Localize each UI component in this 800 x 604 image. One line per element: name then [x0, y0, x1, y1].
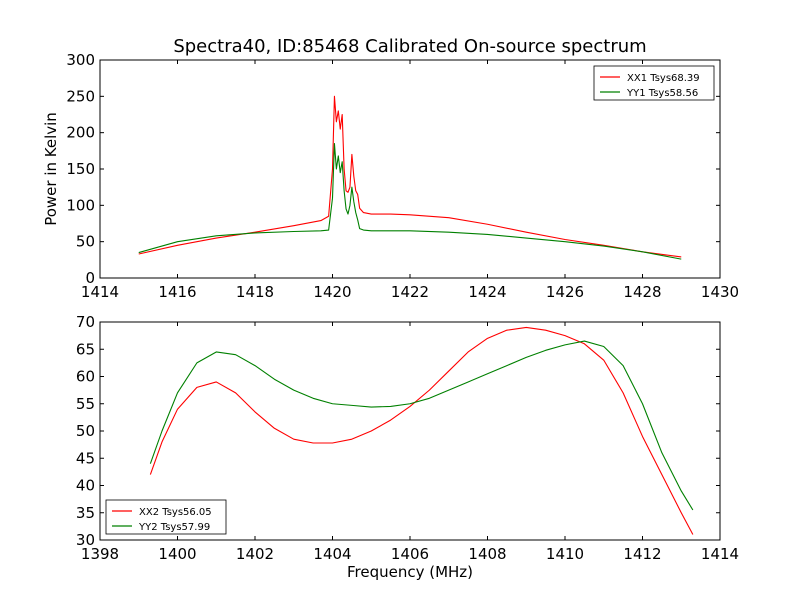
legend-2: XX2 Tsys56.05 YY2 Tsys57.99	[105, 499, 227, 535]
y-tick-label: 40	[76, 477, 95, 495]
x-tick-label: 1398	[81, 545, 119, 563]
x-tick-label: 1428	[623, 283, 661, 301]
x-tick-label: 1410	[546, 545, 584, 563]
y-tick-label: 35	[76, 504, 95, 522]
legend-1: XX1 Tsys68.39 YY1 Tsys58.56	[593, 65, 715, 101]
y-tick-label: 50	[76, 422, 95, 440]
y-tick-label: 300	[66, 51, 95, 69]
legend-box	[105, 499, 227, 535]
legend-entry-label: YY1 Tsys58.56	[626, 88, 698, 99]
series-line-1-2	[138, 143, 682, 260]
x-tick-label: 1418	[236, 283, 274, 301]
x-tick-label: 1420	[313, 283, 351, 301]
subplot-1: 1414 1416 1418 1420 1422 1424 1426 1428 1430 0 50 1…	[42, 36, 739, 301]
x-tick-label: 1422	[391, 283, 429, 301]
x-tick-label: 1430	[701, 283, 739, 301]
x-axis-label: Frequency (MHz)	[347, 563, 473, 581]
subplot-2: 1398 1400 1402 1404 1406 1408 1410 1412 1414 30 35…	[76, 313, 739, 581]
chart-title: Spectra40, ID:85468 Calibrated On-source…	[173, 36, 646, 57]
series-line-2-1	[149, 326, 694, 535]
y-tick-label: 0	[85, 269, 95, 287]
y-tick-label: 70	[76, 313, 95, 331]
y-tick-label: 150	[66, 160, 95, 178]
y-tick-label: 250	[66, 87, 95, 105]
series-line-1-1	[138, 95, 682, 258]
x-tick-label: 1412	[623, 545, 661, 563]
x-tick-label: 1406	[391, 545, 429, 563]
x-tick-label: 1402	[236, 545, 274, 563]
legend-box	[593, 65, 715, 101]
y-tick-label: 60	[76, 368, 95, 386]
x-tick-label: 1416	[158, 283, 196, 301]
y-tick-label: 200	[66, 124, 95, 142]
legend-entry-label: XX1 Tsys68.39	[627, 73, 700, 84]
legend-entry-label: XX2 Tsys56.05	[139, 507, 212, 518]
series-line-2-2	[149, 340, 694, 511]
x-tick-label: 1404	[313, 545, 351, 563]
x-tick-label: 1424	[468, 283, 506, 301]
legend-entry-label: YY2 Tsys57.99	[138, 522, 210, 533]
x-tick-label: 1414	[701, 545, 739, 563]
y-axis-label: Power in Kelvin	[42, 112, 60, 226]
x-tick-label: 1426	[546, 283, 584, 301]
x-tick-label: 1408	[468, 545, 506, 563]
y-tick-label: 50	[76, 233, 95, 251]
y-tick-label: 100	[66, 196, 95, 214]
y-tick-label: 55	[76, 395, 95, 413]
x-tick-label: 1414	[81, 283, 119, 301]
y-tick-label: 30	[76, 531, 95, 549]
y-tick-label: 65	[76, 340, 95, 358]
y-tick-label: 45	[76, 449, 95, 467]
x-tick-label: 1400	[158, 545, 196, 563]
